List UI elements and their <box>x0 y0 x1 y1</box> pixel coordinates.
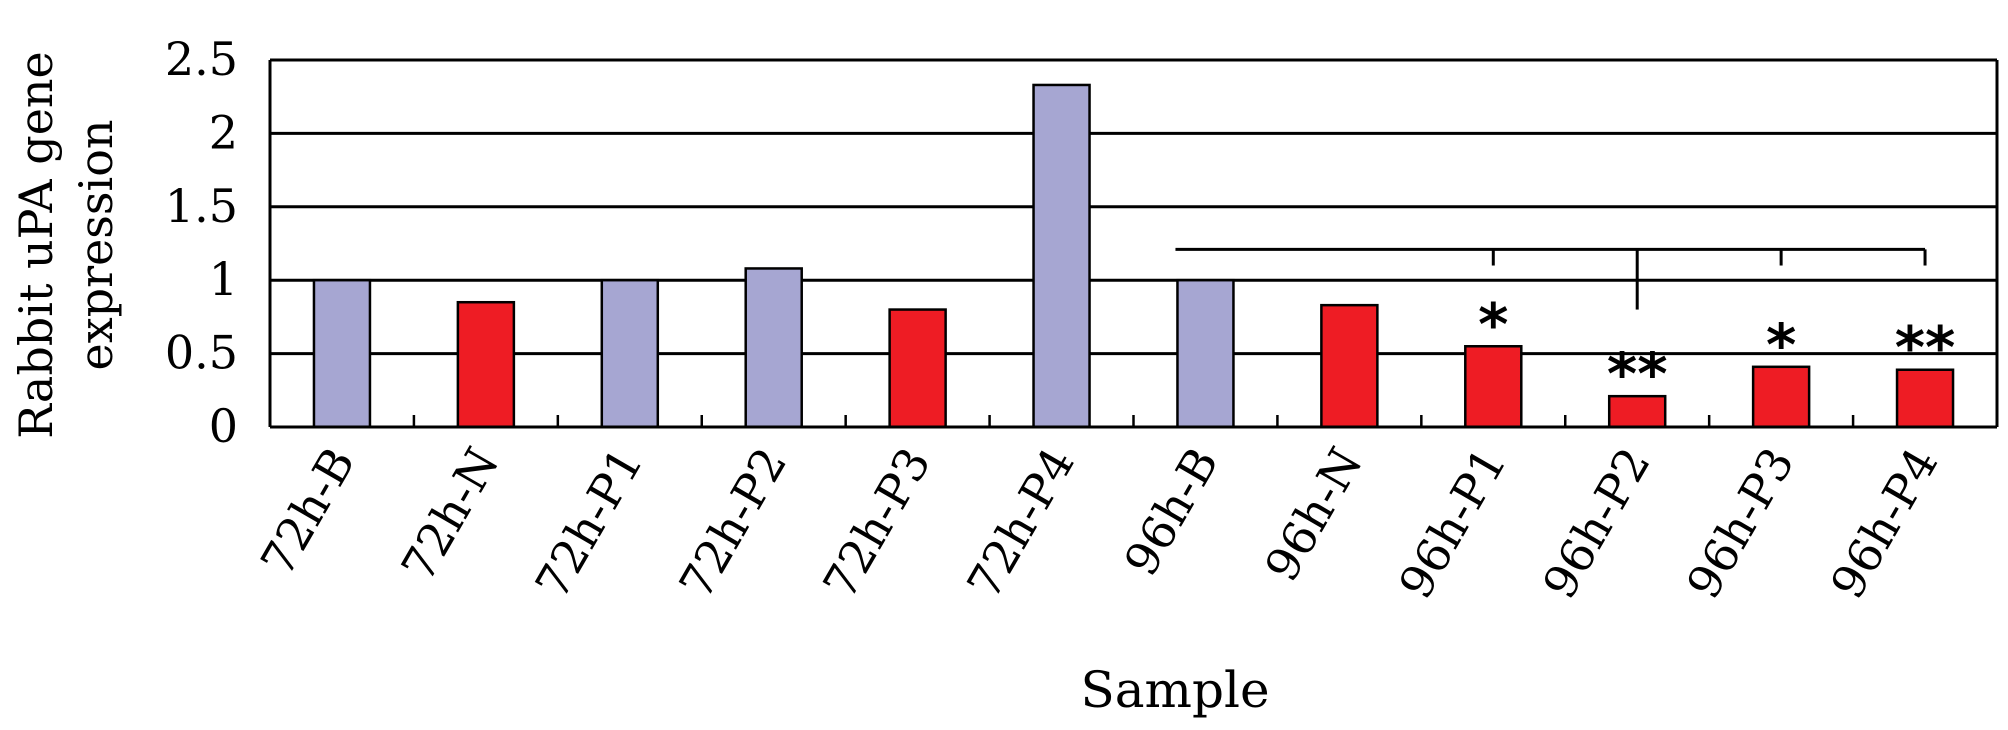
y-tick-label: 0 <box>209 399 238 453</box>
bar <box>1464 345 1523 429</box>
axes <box>268 60 1999 429</box>
significance-markers: *** * ** <box>1478 290 1955 408</box>
y-tick-label: 1.5 <box>165 179 238 233</box>
y-tick-label: 1 <box>209 252 238 306</box>
y-tick-label: 0.5 <box>165 326 238 380</box>
bars <box>312 83 1955 429</box>
bar <box>1895 368 1955 429</box>
bar <box>1751 365 1811 429</box>
bar <box>1032 83 1091 429</box>
bar <box>456 300 516 429</box>
bar <box>312 278 372 429</box>
significance-bracket <box>1175 247 1927 310</box>
y-tick-label: 2 <box>209 105 238 159</box>
significance-star: ** <box>1607 340 1668 408</box>
y-axis-title-line-1: Rabbit uPA gene <box>9 51 63 439</box>
significance-star: * <box>1766 311 1796 379</box>
y-axis-title-line-2: expression <box>69 119 123 370</box>
y-tick-labels: 0 0.5 1 1.5 2 2.5 <box>165 32 238 453</box>
bar <box>1607 394 1667 429</box>
bar <box>744 267 803 429</box>
significance-star: * <box>1478 290 1508 358</box>
grid-lines <box>270 58 1997 356</box>
x-axis-title: Sample <box>1080 661 1269 719</box>
significance-star: ** <box>1895 314 1956 382</box>
bar <box>1320 303 1379 429</box>
y-tick-label: 2.5 <box>165 32 238 86</box>
bar <box>888 308 947 429</box>
bar <box>1176 278 1235 429</box>
bar <box>600 278 660 429</box>
